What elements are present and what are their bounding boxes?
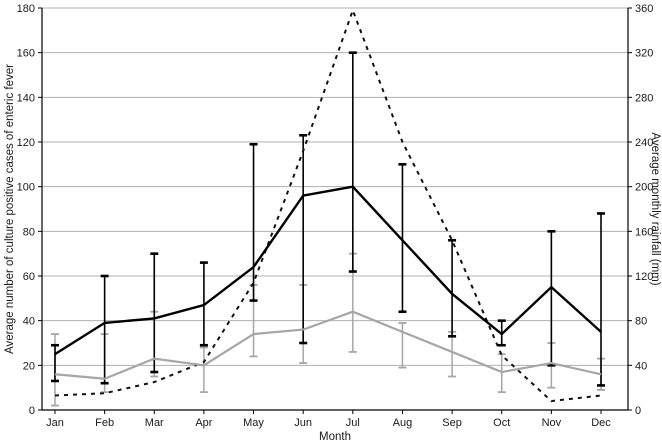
gridlines [42, 7, 628, 366]
x-axis-tick-label: Jul [346, 417, 360, 429]
left-axis-tick-label: 60 [23, 271, 35, 283]
left-axis-tick-label: 40 [23, 316, 35, 328]
right-axis-tick-label: 40 [635, 360, 647, 372]
x-axis-tick-label: May [243, 417, 264, 429]
x-axis-tick-label: Dec [591, 417, 611, 429]
right-axis-tick-label: 120 [635, 271, 653, 283]
right-axis-tick-label: 160 [635, 226, 653, 238]
left-axis-title: Average number of culture positive cases… [4, 64, 16, 354]
culture-positive-cases-secondary-polyline [54, 310, 602, 380]
x-axis-tick-label: Jan [46, 417, 64, 429]
x-axis-tick-label: Jun [294, 417, 312, 429]
left-axis-tick-label: 180 [17, 3, 35, 15]
left-axis-tick-label: 100 [17, 182, 35, 194]
x-axis-tick-label: Mar [145, 417, 164, 429]
x-axis-tick-label: Apr [195, 417, 212, 429]
left-axis-tick-label: 160 [17, 48, 35, 60]
secondary-cases-line [54, 310, 602, 380]
culture-positive-cases-primary-polyline [54, 185, 602, 356]
error-bars-primary-series [51, 51, 605, 387]
right-axis-tick-label: 200 [635, 182, 653, 194]
right-axis-tick-label: 320 [635, 48, 653, 60]
left-axis-tick-label: 0 [29, 405, 35, 417]
left-axis-tick-label: 140 [17, 92, 35, 104]
x-axis-tick-label: Nov [542, 417, 562, 429]
x-axis-tick-label: Feb [95, 417, 114, 429]
left-axis-tick-label: 120 [17, 137, 35, 149]
right-axis-tick-label: 360 [635, 3, 653, 15]
right-axis-tick-label: 240 [635, 137, 653, 149]
rainfall-dashed-line [54, 7, 602, 403]
right-axis-title: Average monthly rainfall (mm) [649, 132, 661, 285]
primary-cases-line [54, 185, 602, 356]
left-axis-tick-label: 80 [23, 226, 35, 238]
rainfall-polyline [54, 7, 602, 403]
x-axis-title: Month [319, 431, 351, 443]
axis-ticks-and-labels: 0 20 40 60 80 100 120 140 160 180 0 40 80 120 160 200 24… [17, 3, 654, 429]
x-axis-tick-label: Oct [493, 417, 510, 429]
right-axis-tick-label: 80 [635, 316, 647, 328]
x-axis-tick-label: Sep [442, 417, 462, 429]
x-axis-tick-label: Aug [393, 417, 413, 429]
left-axis-tick-label: 20 [23, 360, 35, 372]
right-axis-tick-label: 0 [635, 405, 641, 417]
axes [41, 8, 629, 411]
right-axis-tick-label: 280 [635, 92, 653, 104]
